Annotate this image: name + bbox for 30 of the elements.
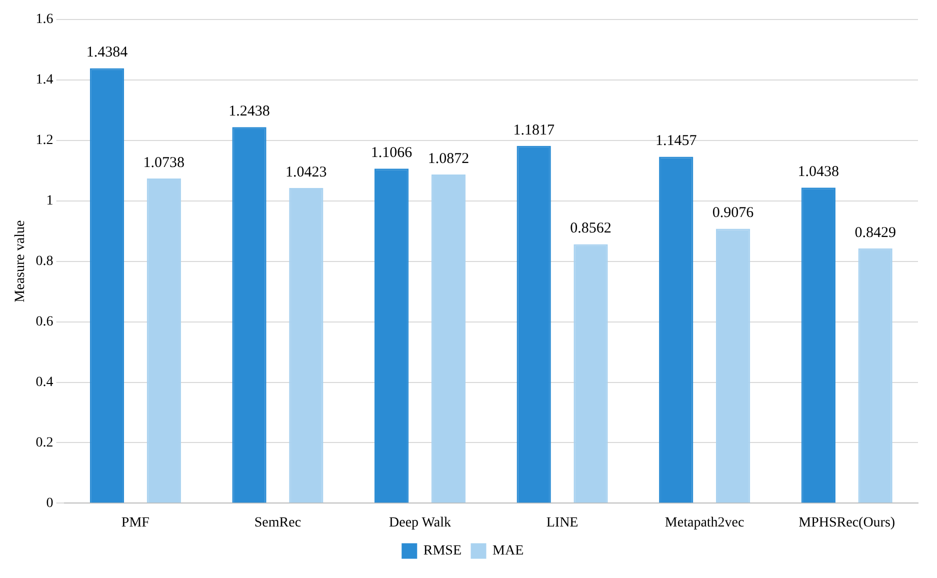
x-tick-label: SemRec bbox=[254, 515, 302, 530]
data-label: 1.0872 bbox=[428, 150, 470, 167]
data-label: 1.2438 bbox=[228, 104, 270, 120]
y-tick-label: 1 bbox=[46, 193, 54, 208]
data-label: 0.9076 bbox=[712, 205, 754, 222]
data-label: 1.4384 bbox=[86, 44, 128, 61]
data-label: 1.0738 bbox=[143, 154, 185, 171]
legend-label: MAE bbox=[492, 544, 524, 559]
data-label: 1.1817 bbox=[513, 122, 555, 138]
x-tick-label: MPHSRec(Ours) bbox=[798, 515, 896, 530]
y-tick-label: 0.2 bbox=[36, 435, 54, 450]
legend-label: RMSE bbox=[423, 544, 462, 559]
y-tick-label: 1.6 bbox=[36, 12, 54, 28]
y-tick-label: 0.6 bbox=[36, 314, 54, 330]
data-label: 1.0423 bbox=[286, 164, 327, 180]
y-tick-label: 0.4 bbox=[36, 374, 54, 390]
data-label: 1.1066 bbox=[370, 145, 413, 162]
x-tick-label: LINE bbox=[546, 515, 578, 530]
x-tick-label: PMF bbox=[121, 515, 150, 530]
data-label: 0.8562 bbox=[570, 220, 612, 237]
y-tick-label: 1.4 bbox=[36, 72, 54, 88]
y-tick-label: 1.2 bbox=[36, 133, 54, 148]
data-label: 0.8429 bbox=[854, 224, 896, 241]
x-tick-label: Deep Walk bbox=[389, 515, 451, 530]
y-tick-label: 0 bbox=[46, 496, 54, 511]
x-tick-label: Metapath2vec bbox=[664, 515, 744, 530]
y-tick-label: 0.8 bbox=[36, 254, 54, 269]
y-axis-title: Measure value bbox=[13, 220, 28, 302]
data-label: 1.0438 bbox=[798, 164, 840, 180]
data-label: 1.1457 bbox=[655, 133, 698, 150]
